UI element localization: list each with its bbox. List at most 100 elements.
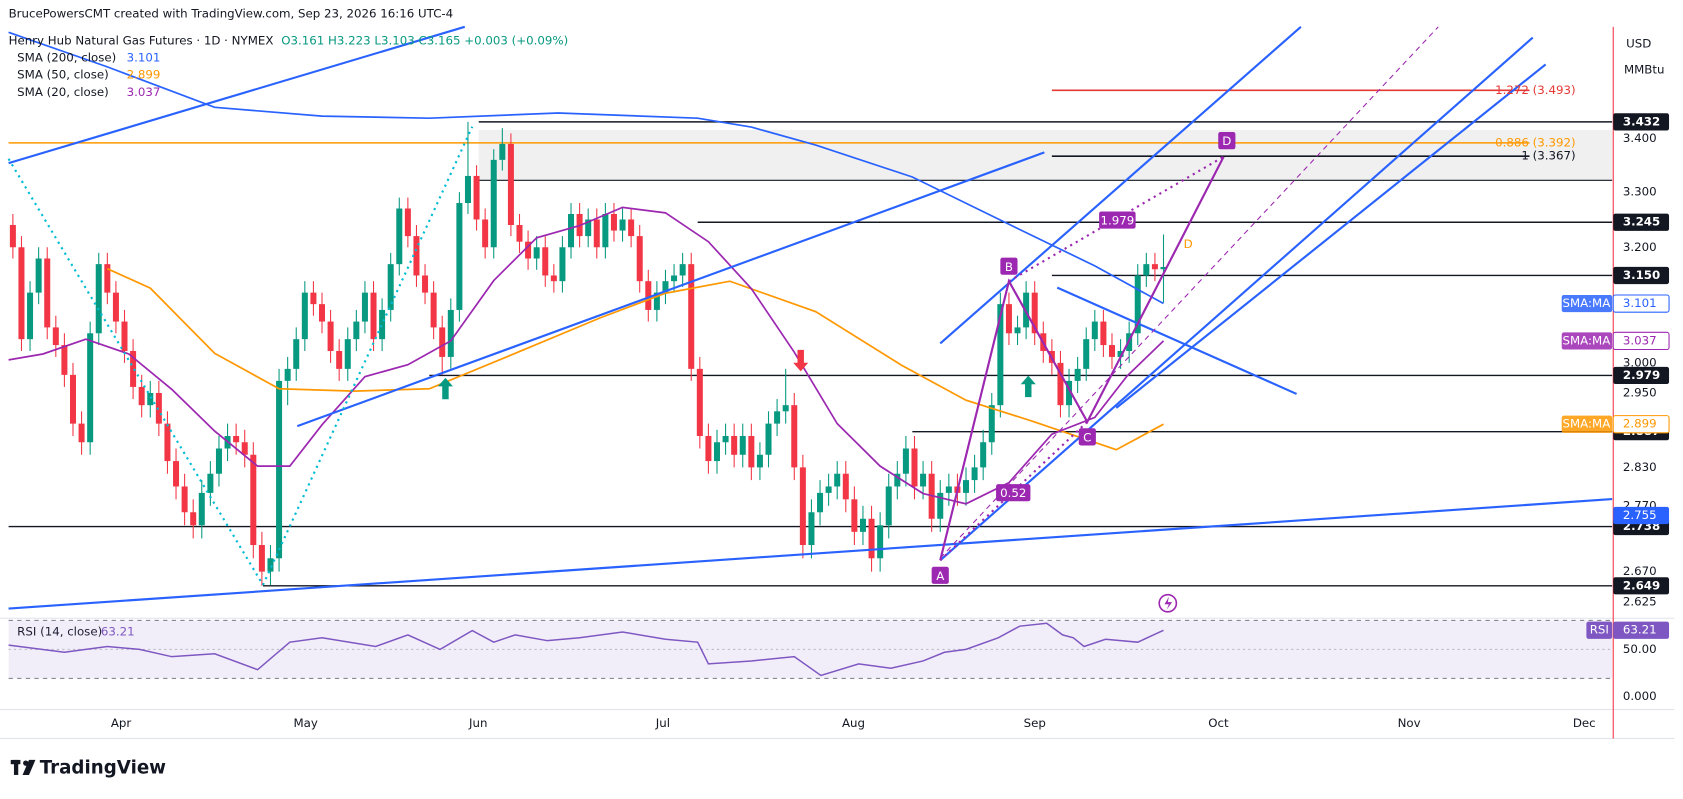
rsi-tag-box xyxy=(1586,621,1613,639)
price-label-box xyxy=(1613,621,1670,639)
candle-body xyxy=(851,499,858,532)
candle-body xyxy=(713,442,720,462)
candle-body xyxy=(1066,380,1073,406)
candle-body xyxy=(35,258,42,293)
candle-body xyxy=(310,292,317,305)
candle-body xyxy=(756,454,763,468)
ma-tag-box xyxy=(1561,332,1613,350)
x-tick-label: Jul xyxy=(655,716,670,730)
price-label: 3.037 xyxy=(1623,333,1657,347)
candle-body xyxy=(233,436,240,443)
x-tick-label: Oct xyxy=(1208,716,1229,730)
price-label-box xyxy=(1612,331,1670,351)
legend-value: 2.899 xyxy=(127,68,161,82)
ma-tag-box xyxy=(1561,294,1613,313)
candle-body xyxy=(61,345,68,375)
candle-body xyxy=(284,368,291,381)
pattern-labels: A B C D D 1.979 0.52 xyxy=(931,132,1236,584)
candle-body xyxy=(619,219,626,231)
candle-body xyxy=(1134,275,1141,334)
candle-body xyxy=(653,292,660,310)
candle-body xyxy=(190,512,197,526)
candle-body xyxy=(945,486,952,493)
drawings xyxy=(7,25,1613,613)
candle-body xyxy=(413,236,420,276)
candle-body xyxy=(765,423,772,455)
price-label: 3.432 xyxy=(1623,114,1660,128)
candle-body xyxy=(447,309,454,357)
candle-body xyxy=(353,321,360,340)
candle-body xyxy=(9,225,16,248)
rsi-tag: RSI xyxy=(1590,623,1609,637)
candle-body xyxy=(542,247,549,276)
candle-body xyxy=(155,392,162,424)
candle-body xyxy=(971,467,978,481)
candle-body xyxy=(602,213,609,248)
candle-body xyxy=(568,213,575,248)
price-label-box xyxy=(1613,213,1670,231)
candle-body xyxy=(799,467,806,546)
candle-body xyxy=(258,545,265,572)
candle-body xyxy=(473,175,480,220)
candle-body xyxy=(404,208,411,237)
alert-icon-bolt xyxy=(1164,596,1173,610)
sma-line xyxy=(8,31,1164,305)
candle-body xyxy=(533,247,540,259)
candle-body xyxy=(791,405,798,468)
candle-body xyxy=(1108,345,1115,357)
candle-body xyxy=(44,258,51,328)
legend-value: 3.037 xyxy=(127,85,161,99)
candle-body xyxy=(241,442,248,455)
y-tick-label: 3.000 xyxy=(1623,355,1657,369)
y-tick-label: 2.830 xyxy=(1623,460,1657,474)
ma-tag: SMA:MA xyxy=(1563,333,1611,347)
unit: MMBtu xyxy=(1624,62,1665,76)
candle-body xyxy=(963,480,970,493)
candle-body xyxy=(207,473,214,493)
candle-body xyxy=(301,292,308,340)
label-box xyxy=(1000,257,1018,275)
y-tick-label: 3.300 xyxy=(1623,185,1657,199)
candle-body xyxy=(593,219,600,248)
candle-body xyxy=(1014,327,1021,334)
trendline xyxy=(1056,286,1298,395)
candle-body xyxy=(1143,264,1150,276)
candle-body xyxy=(430,292,437,328)
fib-label: 1 (3.367) xyxy=(1521,149,1575,163)
candle-body xyxy=(585,219,592,237)
candle-body xyxy=(215,448,222,474)
price-label-box xyxy=(1613,577,1670,595)
candle-body xyxy=(722,436,729,443)
candle-body xyxy=(198,492,205,526)
candle-body xyxy=(1160,266,1167,270)
candle-body xyxy=(104,264,111,293)
channel-line xyxy=(939,36,1534,562)
logo-icon xyxy=(22,759,36,775)
candle-body xyxy=(52,327,59,346)
candle-body xyxy=(1005,304,1012,334)
x-tick-label: Sep xyxy=(1024,716,1046,730)
candle-body xyxy=(980,442,987,468)
ma-tag: SMA:MA xyxy=(1563,296,1611,310)
candle-body xyxy=(293,339,300,369)
candle-body xyxy=(628,219,635,237)
price-label-box xyxy=(1613,113,1670,131)
candle-body xyxy=(679,264,686,276)
price-label: 3.245 xyxy=(1623,215,1660,229)
candle-body xyxy=(782,405,789,412)
candle-body xyxy=(138,386,145,406)
sma-line xyxy=(106,267,1164,451)
x-tick-label: May xyxy=(293,716,317,730)
candle-body xyxy=(1091,321,1098,340)
price-label-box xyxy=(1613,266,1670,285)
channel-line xyxy=(1115,63,1547,409)
candle-body xyxy=(1117,350,1124,357)
ma-tag: SMA:MA xyxy=(1563,417,1611,431)
candle-body xyxy=(559,247,566,282)
arrow-up xyxy=(437,377,453,400)
currency: USD xyxy=(1626,37,1651,51)
logo-icon xyxy=(13,759,19,775)
candle-body xyxy=(705,436,712,462)
y-tick-label: 3.400 xyxy=(1623,131,1657,145)
